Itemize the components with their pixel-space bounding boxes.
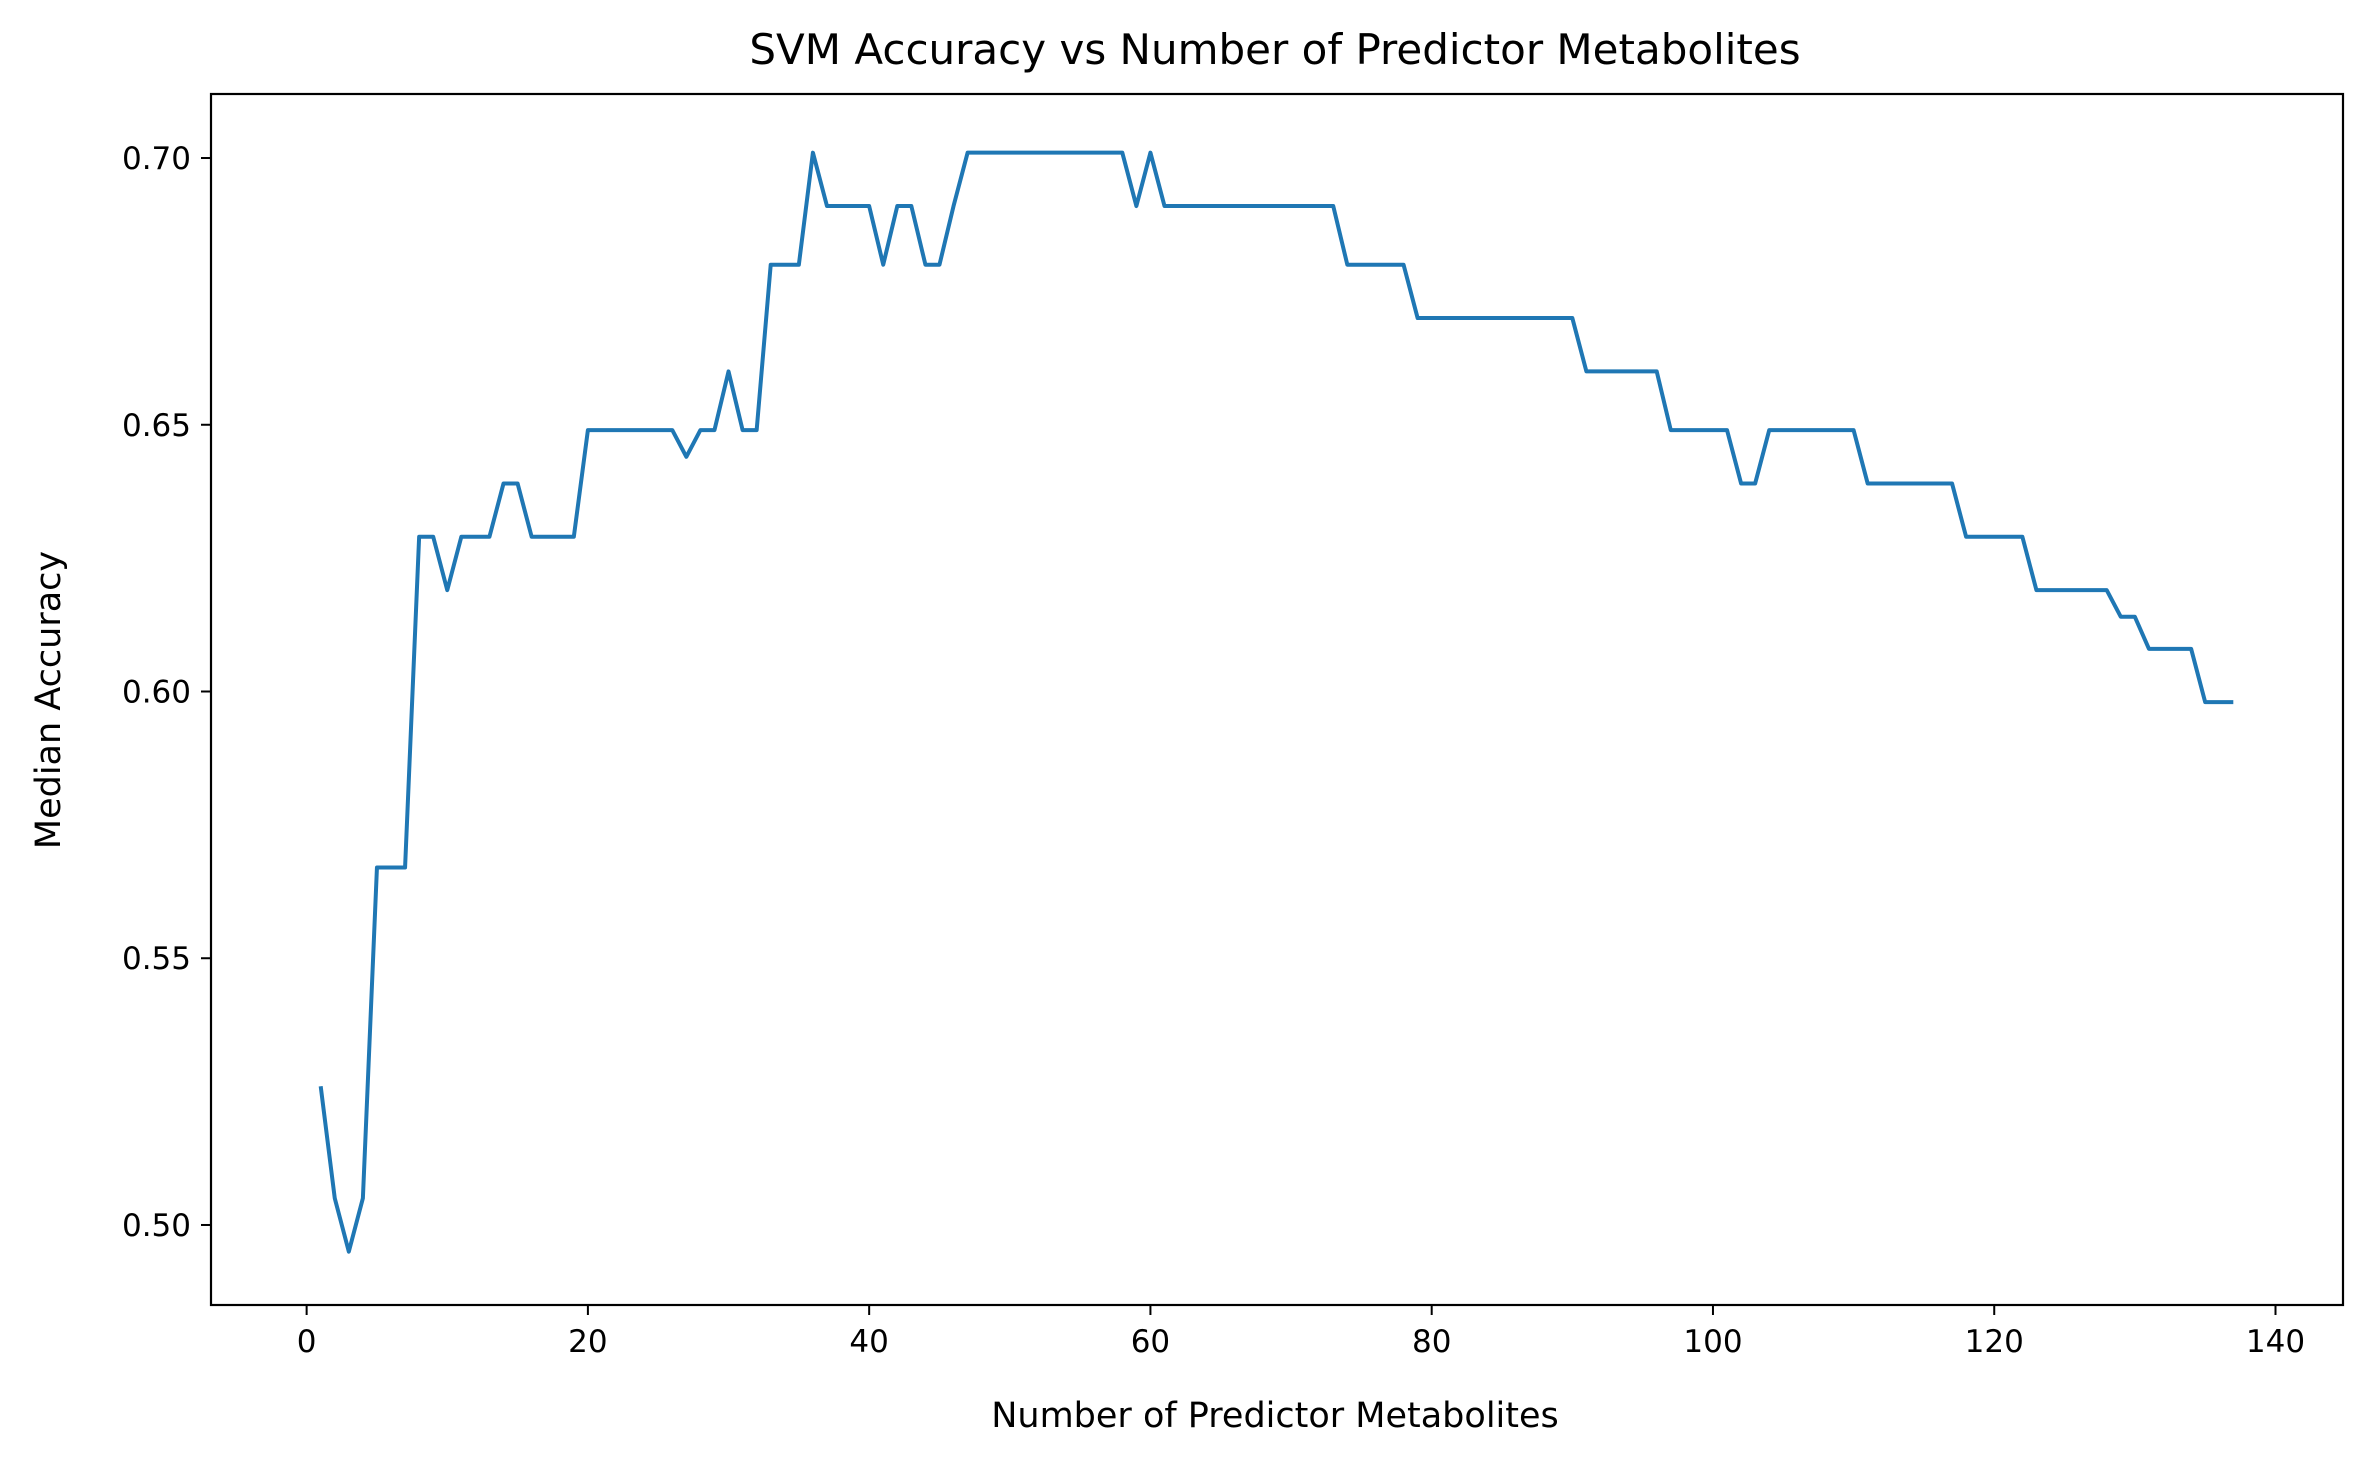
- x-axis-ticks: 0 20 40 60 80 100 120 140: [297, 1305, 2305, 1360]
- x-tick-label: 0: [297, 1324, 317, 1360]
- y-axis-label: Median Accuracy: [29, 551, 69, 849]
- x-tick-label: 120: [1965, 1324, 2024, 1360]
- y-tick-label: 0.60: [122, 674, 191, 710]
- y-tick-label: 0.70: [122, 141, 191, 177]
- x-tick-label: 100: [1683, 1324, 1742, 1360]
- y-tick-label: 0.50: [122, 1208, 191, 1244]
- chart-title: SVM Accuracy vs Number of Predictor Meta…: [749, 25, 1800, 74]
- x-tick-label: 20: [568, 1324, 607, 1360]
- plot-area: [209, 92, 2345, 1307]
- x-tick-label: 80: [1412, 1324, 1451, 1360]
- x-tick-label: 40: [849, 1324, 888, 1360]
- axes-frame: [209, 92, 2345, 1307]
- y-axis-ticks: 0.50 0.55 0.60 0.65 0.70: [122, 141, 211, 1244]
- y-tick-label: 0.65: [122, 408, 191, 444]
- series-line: [318, 150, 2234, 1254]
- x-tick-label: 140: [2246, 1324, 2305, 1360]
- y-tick-label: 0.55: [122, 941, 191, 977]
- x-axis-label: Number of Predictor Metabolites: [991, 1396, 1559, 1436]
- x-tick-label: 60: [1131, 1324, 1170, 1360]
